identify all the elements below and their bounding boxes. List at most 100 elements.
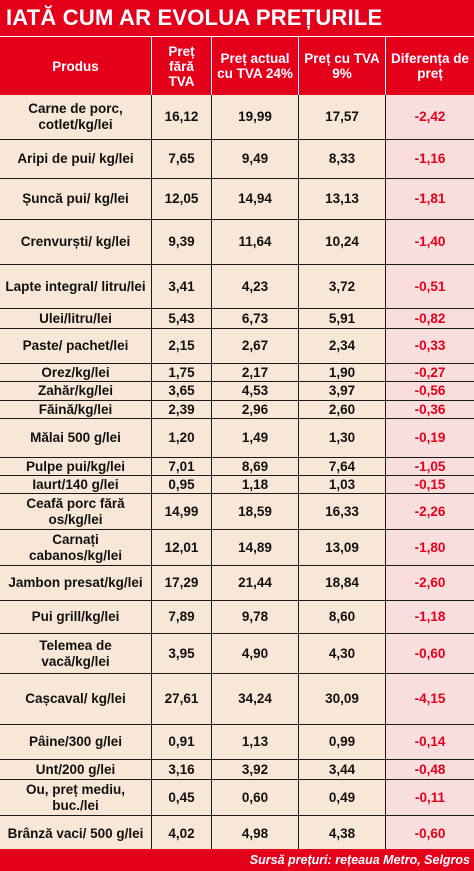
price-vat-24-cell: 14,89 [211,530,298,565]
price-without-vat-cell: 16,12 [151,95,211,139]
price-vat-9-cell: 3,97 [298,382,385,400]
product-name-cell: Pui grill/kg/lei [31,609,120,624]
table-row: Carne de porc, cotlet/kg/lei 16,12 19,99 17… [0,95,474,140]
table-row: Telemea de vacă/kg/lei 3,95 4,90 4,30 -0,60 [0,634,474,674]
table-row: Crenvurști/ kg/lei 9,39 11,64 10,24 -1,40 [0,220,474,265]
price-without-vat-cell: 7,65 [151,140,211,178]
price-difference-cell: -2,42 [385,95,474,139]
price-without-vat-cell: 0,45 [151,780,211,815]
price-vat-24-cell: 9,78 [211,601,298,633]
table-row: Iaurt/140 g/lei 0,95 1,18 1,03 -0,15 [0,476,474,494]
price-difference-cell: -0,36 [385,401,474,418]
price-vat-24-cell: 21,44 [211,566,298,600]
price-difference-cell: -0,60 [385,816,474,851]
table-row: Brânză vaci/ 500 g/lei 4,02 4,98 4,38 -0,60 [0,816,474,852]
table-row: Făină/kg/lei 2,39 2,96 2,60 -0,36 [0,401,474,419]
table-row: Cașcaval/ kg/lei 27,61 34,24 30,09 -4,15 [0,674,474,725]
price-vat-24-cell: 1,13 [211,725,298,759]
table-row: Jambon presat/kg/lei 17,29 21,44 18,84 -2,60 [0,566,474,601]
price-without-vat-cell: 12,05 [151,179,211,219]
table-row: Carnați cabanos/kg/lei 12,01 14,89 13,09 -1,… [0,530,474,566]
price-difference-cell: -0,19 [385,419,474,457]
price-vat-9-cell: 18,84 [298,566,385,600]
price-difference-cell: -4,15 [385,674,474,724]
price-without-vat-cell: 2,39 [151,401,211,418]
product-name-cell: Șuncă pui/ kg/lei [22,191,129,206]
column-header-product: Produs [52,58,99,74]
product-name-cell: Ulei/litru/lei [39,310,112,326]
product-name-cell: Ceafă porc fără os/kg/lei [26,495,125,527]
table-row: Ulei/litru/lei 5,43 6,73 5,91 -0,82 [0,309,474,329]
column-header-price-difference: Diferența de preț [385,37,474,95]
price-vat-9-cell: 1,90 [298,364,385,381]
price-without-vat-cell: 9,39 [151,220,211,264]
product-name-cell: Crenvurști/ kg/lei [20,234,131,249]
price-vat-9-cell: 30,09 [298,674,385,724]
product-name-cell: Carne de porc, cotlet/kg/lei [28,101,123,132]
price-vat-24-cell: 18,59 [211,494,298,529]
price-vat-24-cell: 4,90 [211,634,298,673]
table-row: Zahăr/kg/lei 3,65 4,53 3,97 -0,56 [0,382,474,401]
table-row: Ceafă porc fără os/kg/lei 14,99 18,59 16,33… [0,494,474,530]
price-vat-9-cell: 2,34 [298,329,385,363]
price-difference-cell: -1,16 [385,140,474,178]
price-vat-9-cell: 10,24 [298,220,385,264]
price-without-vat-cell: 27,61 [151,674,211,724]
price-without-vat-cell: 3,95 [151,634,211,673]
price-difference-cell: -1,40 [385,220,474,264]
price-vat-9-cell: 3,44 [298,760,385,779]
price-without-vat-cell: 12,01 [151,530,211,565]
price-difference-cell: -2,60 [385,566,474,600]
price-vat-24-cell: 2,17 [211,364,298,381]
price-difference-cell: -0,14 [385,725,474,759]
price-vat-24-cell: 1,49 [211,419,298,457]
price-difference-cell: -0,56 [385,382,474,400]
product-name-cell: Jambon presat/kg/lei [8,575,143,590]
price-vat-24-cell: 3,92 [211,760,298,779]
source-note: Sursă prețuri: rețeaua Metro, Selgros [0,849,474,871]
product-name-cell: Telemea de vacă/kg/lei [39,637,112,669]
price-vat-24-cell: 2,67 [211,329,298,363]
price-vat-9-cell: 16,33 [298,494,385,529]
price-difference-cell: -0,33 [385,329,474,363]
product-name-cell: Orez/kg/lei [41,364,110,380]
column-header-price-vat-24: Preț actual cu TVA 24% [211,37,298,95]
table-row: Ou, preț mediu, buc./lei 0,45 0,60 0,49 -0,1… [0,780,474,816]
price-without-vat-cell: 3,41 [151,265,211,308]
product-name-cell: Ou, preț mediu, buc./lei [25,781,125,813]
price-vat-9-cell: 4,38 [298,816,385,851]
product-name-cell: Zahăr/kg/lei [37,383,114,398]
price-vat-9-cell: 5,91 [298,309,385,328]
price-difference-cell: -0,82 [385,309,474,328]
product-name-cell: Aripi de pui/ kg/lei [17,151,134,166]
table-row: Unt/200 g/lei 3,16 3,92 3,44 -0,48 [0,760,474,780]
table-row: Pulpe pui/kg/lei 7,01 8,69 7,64 -1,05 [0,458,474,476]
price-vat-24-cell: 4,23 [211,265,298,308]
price-vat-9-cell: 4,30 [298,634,385,673]
price-difference-cell: -0,51 [385,265,474,308]
column-header-price-without-vat: Preț fără TVA [151,37,211,95]
price-without-vat-cell: 17,29 [151,566,211,600]
price-vat-24-cell: 11,64 [211,220,298,264]
price-without-vat-cell: 1,20 [151,419,211,457]
price-vat-24-cell: 19,99 [211,95,298,139]
price-difference-cell: -0,15 [385,476,474,493]
product-name-cell: Brânză vaci/ 500 g/lei [7,825,144,841]
table-header: Produs Preț fără TVA Preț actual cu TVA … [0,36,474,95]
price-vat-24-cell: 14,94 [211,179,298,219]
price-vat-9-cell: 3,72 [298,265,385,308]
price-without-vat-cell: 14,99 [151,494,211,529]
product-name-cell: Unt/200 g/lei [35,761,116,777]
price-vat-24-cell: 4,53 [211,382,298,400]
product-name-cell: Mălai 500 g/lei [30,430,121,445]
price-vat-9-cell: 8,33 [298,140,385,178]
price-vat-24-cell: 6,73 [211,309,298,328]
price-vat-24-cell: 0,60 [211,780,298,815]
table-row: Mălai 500 g/lei 1,20 1,49 1,30 -0,19 [0,419,474,458]
page-title: IATĂ CUM AR EVOLUA PREȚURILE [0,0,474,36]
price-difference-cell: -1,18 [385,601,474,633]
price-vat-24-cell: 1,18 [211,476,298,493]
product-name-cell: Paste/ pachet/lei [22,338,129,353]
price-vat-9-cell: 1,30 [298,419,385,457]
